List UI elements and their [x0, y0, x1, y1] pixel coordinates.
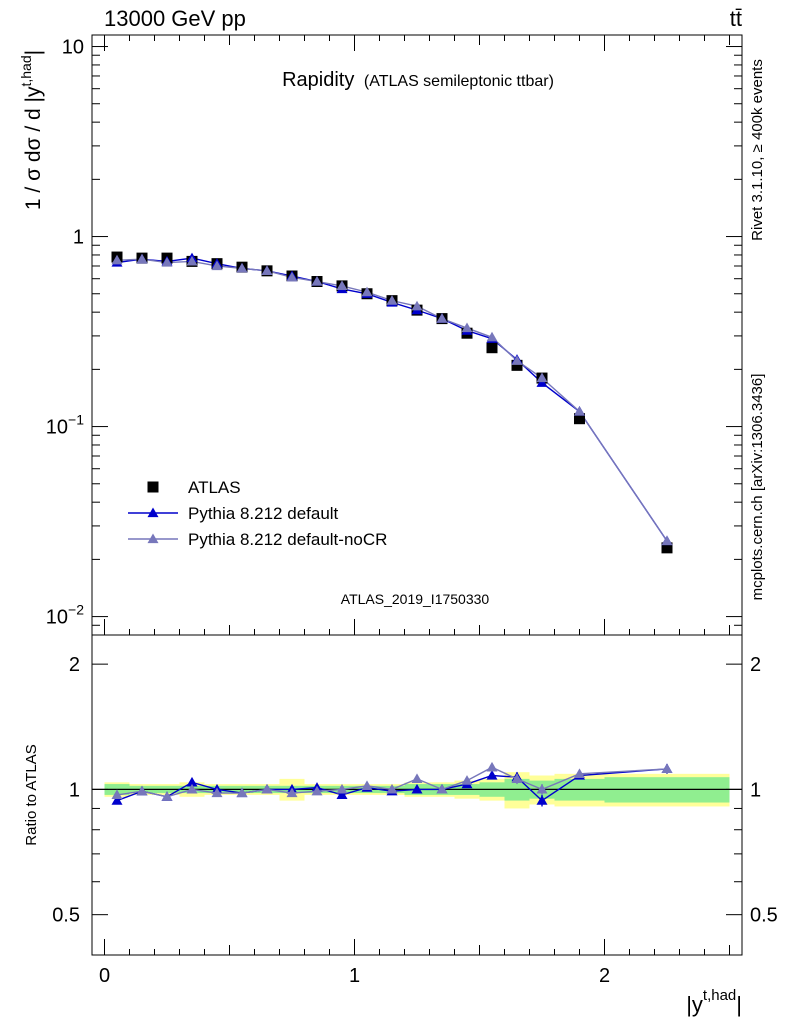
ratio-y-tick-label-right: 0.5	[750, 905, 778, 927]
legend-marker	[147, 507, 159, 518]
ratio-y-tick-label: 2	[69, 654, 80, 676]
mc-point-2	[136, 253, 148, 264]
mc-point-2	[536, 372, 548, 383]
x-axis-label-end: |	[736, 992, 742, 1017]
y-tick-label-base: 10	[62, 37, 84, 59]
mc-point-2	[436, 313, 448, 323]
legend: ATLAS Pythia 8.212 default Pythia 8.212 de…	[128, 478, 387, 549]
ratio-point-1	[486, 770, 498, 780]
mc-point-2	[111, 254, 123, 265]
ratio-series	[111, 761, 673, 807]
chart-title-main: Rapidity	[282, 69, 354, 91]
ratio-point-2	[461, 775, 473, 785]
ratio-y-tick-label-right: 1	[750, 779, 761, 801]
ratio-point-2	[661, 763, 673, 774]
y-axis-label-sup: t,had	[18, 55, 34, 86]
mc-point-2	[211, 260, 223, 271]
mc-point-2	[186, 255, 198, 266]
mc-point-2	[461, 322, 473, 333]
ratio-point-2	[186, 783, 198, 794]
ratio-panel-frame	[91, 634, 743, 956]
ratio-point-2	[511, 773, 523, 784]
mc-point-2	[161, 257, 173, 267]
process-label: tt̄	[730, 6, 742, 31]
x-axis-label: |yt,had|	[686, 987, 742, 1017]
atlas-data-point	[574, 413, 585, 425]
mc-point-2	[574, 406, 585, 416]
ratio-point-2	[386, 783, 398, 794]
ratio-point-2	[111, 789, 123, 800]
atlas-data-point	[661, 542, 673, 554]
ratio-point-2	[411, 773, 423, 784]
ratio-y-tick-label-right: 2	[750, 654, 761, 676]
ratio-point-2	[336, 783, 348, 794]
atlas-data-point	[511, 359, 523, 371]
energy-label: 13000 GeV pp	[104, 6, 246, 31]
rivet-label: Rivet 3.1.10, ≥ 400k events	[749, 59, 766, 241]
ratio-point-1	[111, 795, 123, 805]
ratio-point-2	[236, 787, 248, 798]
chart-title-sub: (ATLAS semileptonic ttbar)	[364, 73, 554, 90]
ratio-line-2	[116, 766, 668, 798]
ratio-point-2	[311, 785, 323, 796]
ratio-point-2	[161, 791, 173, 801]
source-label: mcplots.cern.ch [arXiv:1306.3436]	[749, 374, 766, 601]
mc-point-2	[411, 300, 423, 311]
y-tick-label: 1	[73, 227, 84, 249]
ratio-point-1	[411, 783, 423, 794]
y-tick-label: 10−1	[46, 412, 84, 439]
x-axis-label-sup: t,had	[703, 987, 736, 1004]
ratio-point-2	[536, 783, 548, 794]
ratio-point-2	[136, 785, 148, 796]
mc-point-2	[236, 262, 248, 273]
analysis-id: ATLAS_2019_I1750330	[341, 591, 490, 607]
mc-point-2	[261, 265, 273, 275]
ratio-point-2	[211, 787, 223, 798]
y-tick-label: 10−2	[46, 602, 84, 629]
legend-label: Pythia 8.212 default-noCR	[188, 530, 387, 549]
chart-title: Rapidity (ATLAS semileptonic ttbar)	[282, 69, 554, 91]
mc-point-2	[511, 355, 523, 365]
legend-label: Pythia 8.212 default	[188, 504, 339, 523]
y-axis-label-main: 1 / σ dσ / d |y	[22, 86, 45, 210]
x-tick-label: 2	[599, 965, 610, 987]
mc-point-2	[361, 286, 373, 297]
ratio-point-2	[436, 783, 448, 794]
mc-point-2	[486, 331, 498, 342]
ratio-point-1	[336, 789, 348, 800]
mc-point-2	[336, 280, 348, 291]
ratio-point-1	[536, 795, 548, 805]
ratio-y-tick-label: 1	[69, 779, 80, 801]
mc-point-2	[661, 535, 673, 546]
ratio-y-axis-label: Ratio to ATLAS	[23, 744, 40, 845]
legend-label: ATLAS	[188, 478, 241, 497]
y-tick-label-base: 1	[73, 227, 84, 249]
x-tick-label: 1	[349, 965, 360, 987]
legend-marker	[147, 533, 159, 544]
main-series	[111, 251, 673, 554]
legend-marker-atlas	[147, 481, 159, 493]
ratio-point-2	[574, 768, 585, 778]
mc-point-2	[311, 276, 323, 286]
mc-point-2	[386, 295, 398, 305]
y-tick-label-exponent: −2	[68, 602, 84, 618]
ratio-point-2	[361, 780, 373, 790]
ratio-point-2	[486, 761, 498, 772]
x-axis-label-main: |y	[686, 992, 703, 1017]
ratio-point-2	[261, 783, 273, 794]
y-tick-label-exponent: −1	[68, 412, 84, 428]
y-tick-label: 10	[62, 37, 84, 59]
y-tick-label-base: 10	[46, 607, 68, 629]
ratio-point-2	[286, 787, 298, 798]
mc-point-2	[286, 271, 298, 282]
atlas-data-point	[486, 342, 498, 354]
x-tick-label: 0	[99, 965, 110, 987]
y-tick-label-base: 10	[46, 417, 68, 439]
ratio-y-tick-label: 0.5	[52, 905, 80, 927]
ratio-point-1	[186, 776, 198, 787]
y-axis-label: 1 / σ dσ / d |yt,had|	[18, 50, 45, 210]
y-axis-label-end: |	[22, 50, 45, 55]
